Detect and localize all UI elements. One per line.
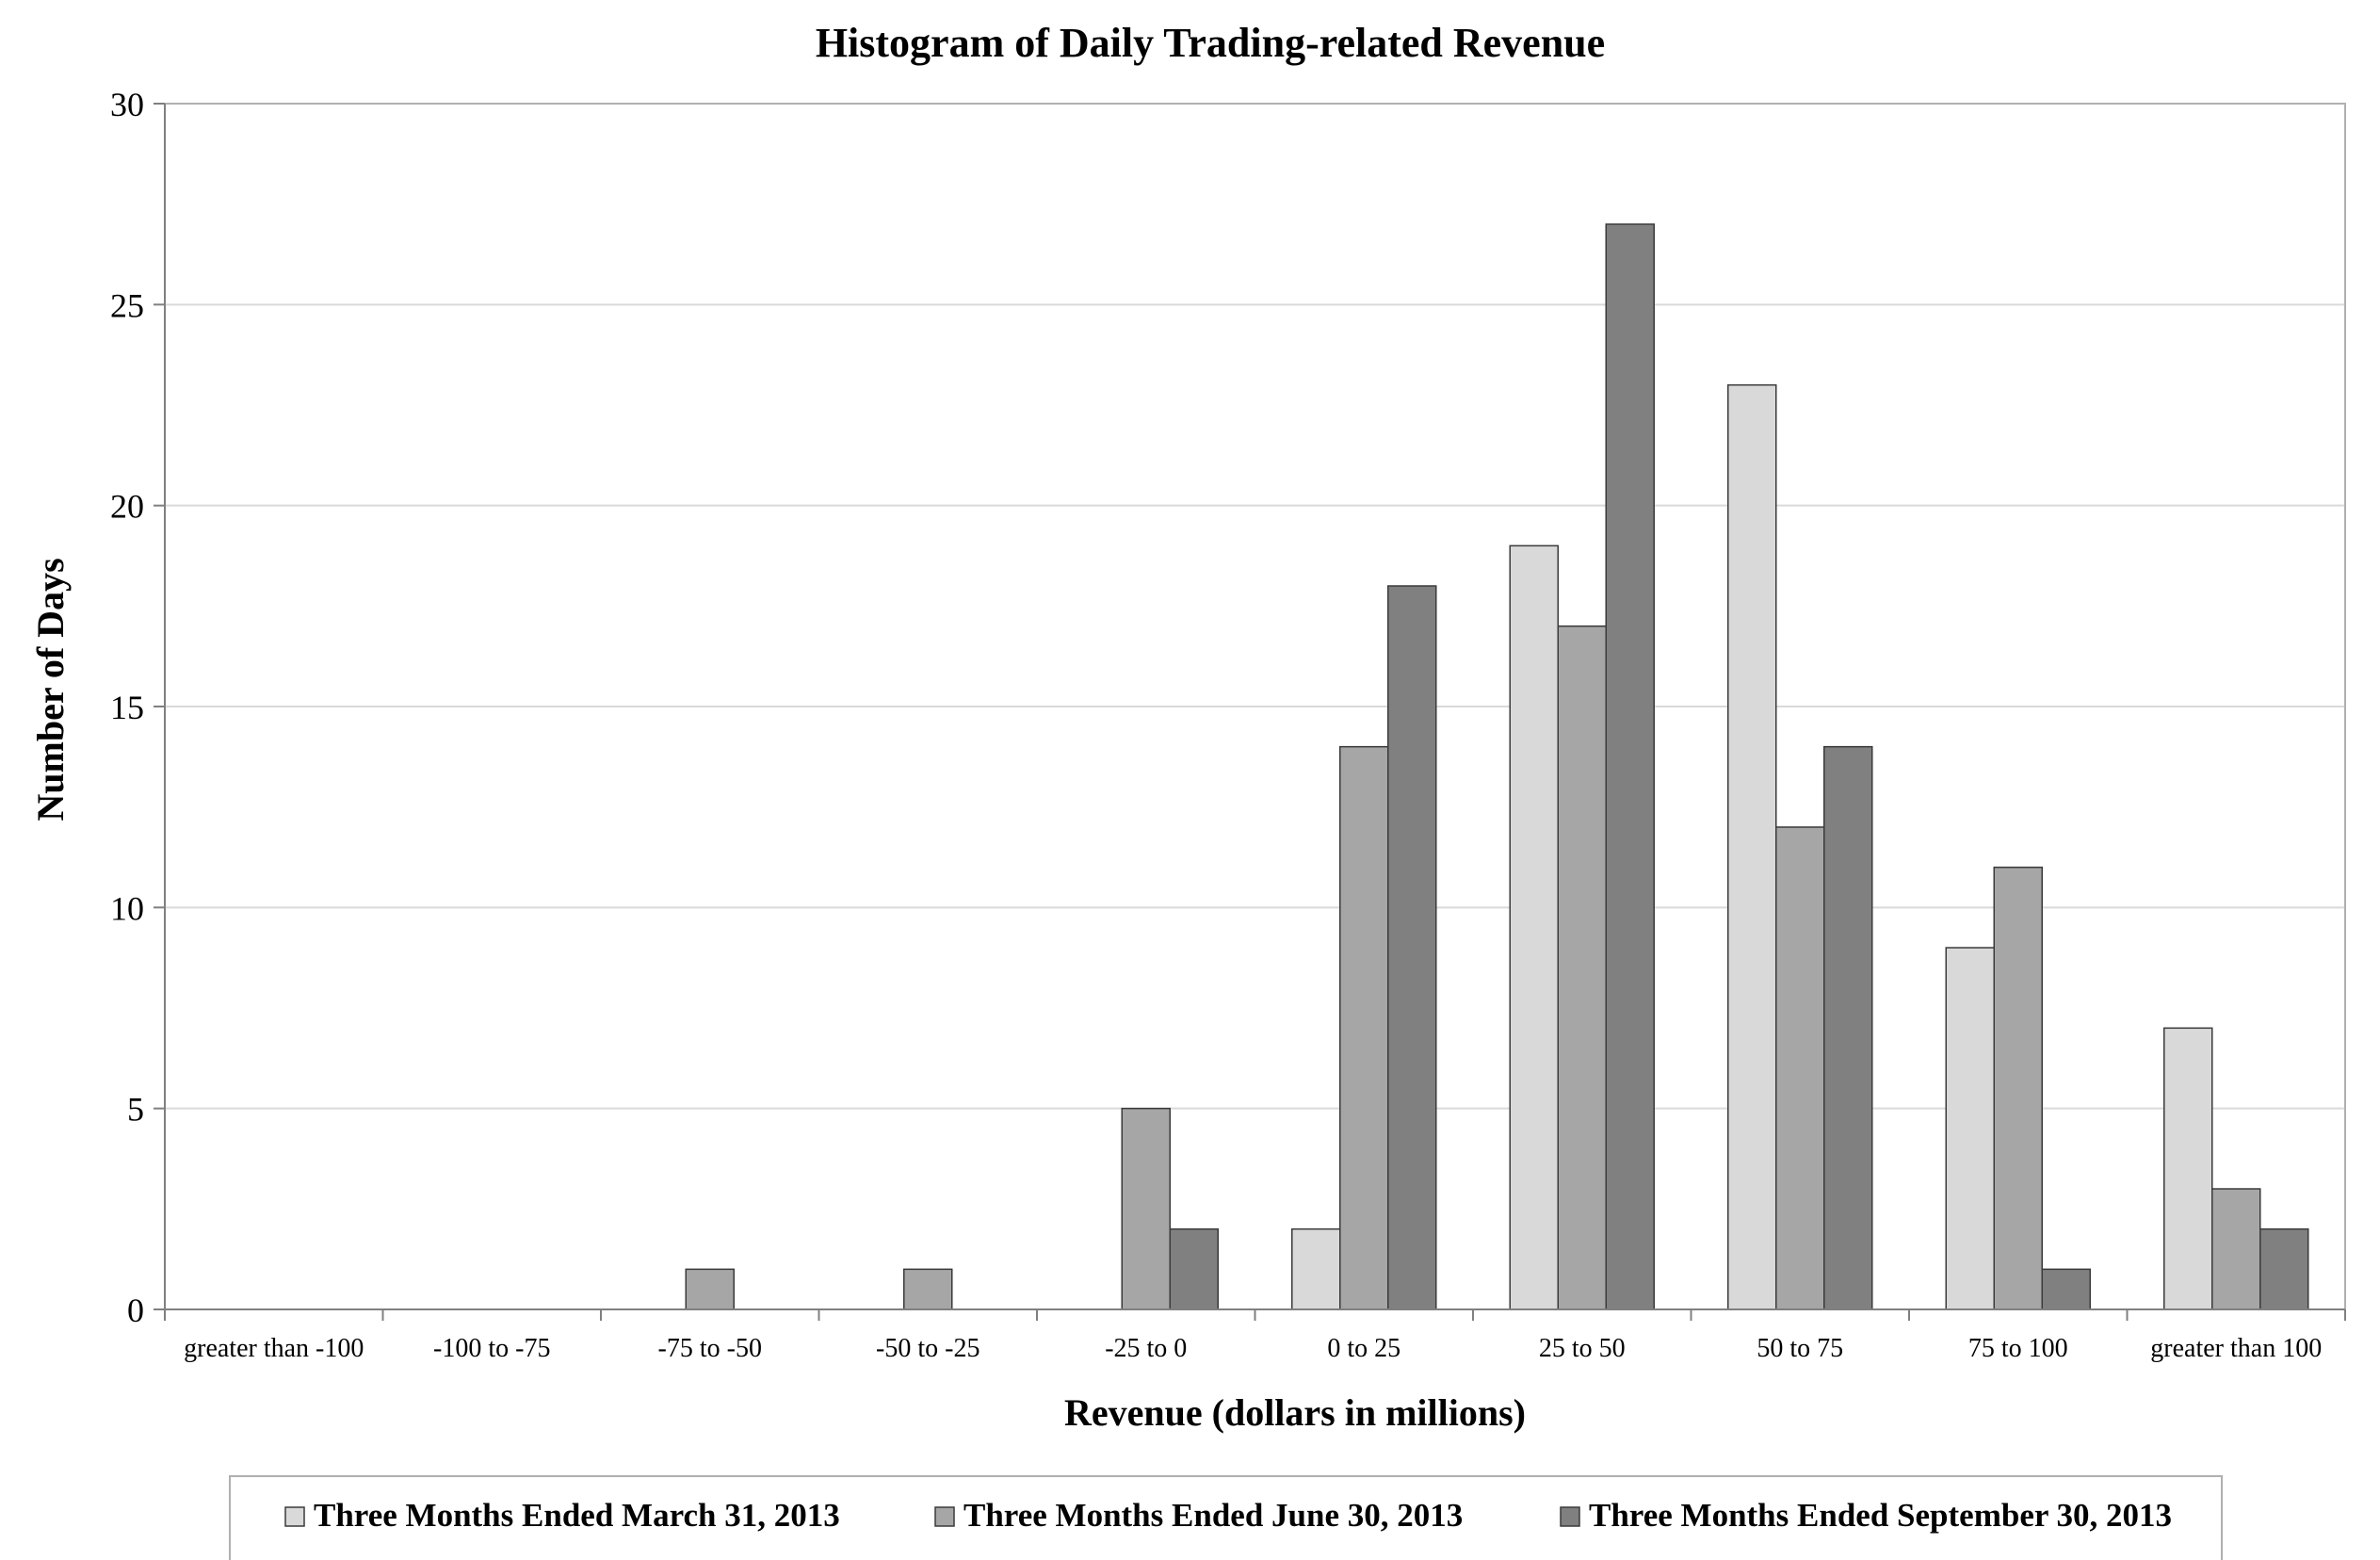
bar: [903, 1268, 953, 1310]
x-tick-label: -25 to 0: [1105, 1334, 1187, 1363]
x-tick-label: -75 to -50: [658, 1334, 762, 1363]
bar: [1291, 1227, 1341, 1310]
y-tick-label: 30: [110, 86, 144, 123]
x-tick-label: 25 to 50: [1539, 1334, 1626, 1363]
bar: [2041, 1268, 2091, 1310]
bar: [1339, 745, 1389, 1310]
x-tick-label: 0 to 25: [1327, 1334, 1400, 1363]
axes: [154, 103, 2346, 1321]
y-tick-label: 10: [110, 889, 144, 927]
bar: [2259, 1227, 2309, 1310]
bar: [1727, 383, 1777, 1310]
bars: [685, 223, 2309, 1310]
legend-label: Three Months Ended September 30, 2013: [1589, 1497, 2172, 1534]
bar: [685, 1268, 735, 1310]
y-tick-label: 15: [110, 689, 144, 726]
legend-label: Three Months Ended June 30, 2013: [963, 1497, 1463, 1534]
y-tick-label: 25: [110, 286, 144, 324]
y-tick-labels: 0 5 10 15 20 25 30: [110, 86, 144, 1329]
y-tick-label: 20: [110, 488, 144, 526]
bar: [2163, 1027, 2213, 1310]
x-axis-title: Revenue (dollars in millions): [1064, 1391, 1526, 1434]
x-tick-label: -50 to -25: [876, 1334, 980, 1363]
chart-title: Histogram of Daily Trading-related Reven…: [816, 20, 1605, 66]
bar: [1557, 625, 1607, 1310]
x-tick-label: 50 to 75: [1757, 1334, 1843, 1363]
legend-box: [229, 1475, 2223, 1560]
bar: [1945, 947, 1995, 1310]
legend-label: Three Months Ended March 31, 2013: [314, 1497, 840, 1534]
bar: [1775, 826, 1825, 1310]
bar: [1509, 544, 1559, 1310]
bar: [1169, 1227, 1219, 1310]
y-tick-label: 5: [127, 1091, 144, 1129]
legend-swatch: [934, 1506, 955, 1527]
bar: [1387, 585, 1437, 1310]
x-tick-label: greater than -100: [184, 1334, 364, 1363]
x-tick-label: -100 to -75: [433, 1334, 550, 1363]
bar: [1823, 745, 1873, 1310]
y-tick-label: 0: [127, 1292, 144, 1329]
bar: [1121, 1107, 1171, 1310]
bar: [1605, 223, 1655, 1310]
x-tick-label: greater than 100: [2150, 1334, 2322, 1363]
bar: [1993, 866, 2043, 1310]
legend-swatch: [1560, 1506, 1580, 1527]
bar: [2211, 1188, 2261, 1310]
x-tick-labels: greater than -100 -100 to -75 -75 to -50 -5…: [184, 1334, 2322, 1363]
y-axis-title: Number of Days: [29, 558, 72, 821]
legend: Three Months Ended March 31, 2013 Three M…: [229, 1475, 2223, 1560]
x-tick-label: 75 to 100: [1968, 1334, 2068, 1363]
legend-swatch: [284, 1506, 305, 1527]
